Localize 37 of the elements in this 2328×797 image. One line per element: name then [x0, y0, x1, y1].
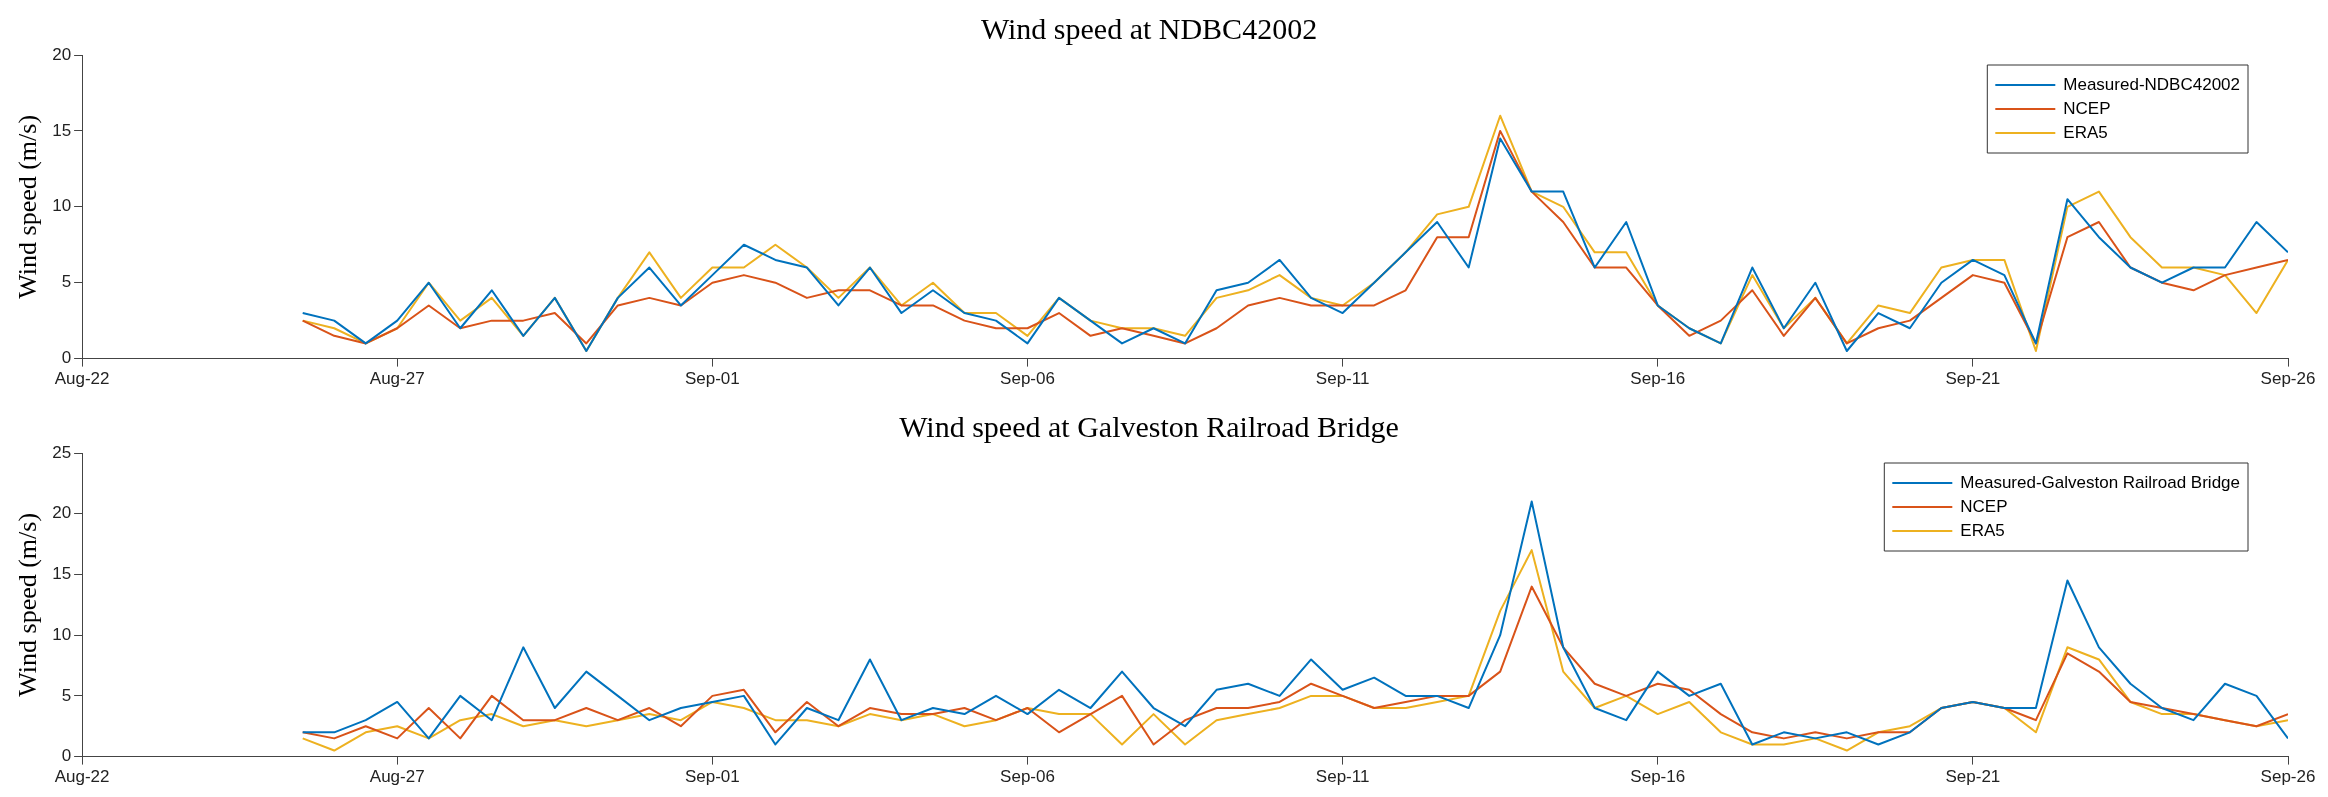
x-tick-label: Sep-16	[1630, 369, 1686, 389]
y-axis-title: Wind speed (m/s)	[13, 114, 43, 299]
x-tick-label: Sep-06	[1000, 369, 1055, 389]
x-tick-label: Sep-01	[684, 369, 740, 389]
x-tick-label: Aug-27	[369, 369, 425, 389]
legend-label: Measured-Galveston Railroad Bridge	[1960, 472, 2241, 492]
y-tick-label: 20	[52, 503, 72, 523]
y-tick-label: 15	[52, 120, 72, 140]
x-tick-label: Aug-27	[369, 767, 425, 787]
legend-label: Measured-NDBC42002	[2063, 74, 2240, 94]
y-tick-label: 15	[52, 564, 72, 584]
x-tick-label: Sep-01	[684, 767, 740, 787]
chart-title: Wind speed at Galveston Railroad Bridge	[899, 409, 1399, 443]
legend-label: ERA5	[1960, 520, 2005, 540]
x-tick-label: Sep-26	[2260, 369, 2316, 389]
y-tick-label: 10	[52, 196, 72, 216]
y-tick-label: 5	[61, 685, 72, 705]
x-tick-label: Sep-11	[1315, 369, 1370, 389]
x-tick-label: Aug-22	[54, 369, 110, 389]
x-tick-label: Sep-21	[1945, 767, 2001, 787]
y-tick-label: 20	[52, 44, 72, 64]
y-axis-title: Wind speed (m/s)	[13, 512, 43, 697]
y-tick-label: 0	[61, 348, 72, 368]
x-tick-label: Sep-16	[1630, 767, 1686, 787]
legend-label: NCEP	[2063, 98, 2111, 118]
y-tick-label: 25	[52, 442, 72, 462]
y-tick-label: 5	[61, 272, 72, 292]
x-tick-label: Sep-21	[1945, 369, 2001, 389]
y-tick-label: 10	[52, 624, 72, 644]
y-tick-label: 0	[61, 746, 72, 766]
legend-label: NCEP	[1960, 496, 2008, 516]
x-tick-label: Sep-06	[1000, 767, 1055, 787]
x-tick-label: Sep-11	[1315, 767, 1370, 787]
x-tick-label: Sep-26	[2260, 767, 2316, 787]
legend-label: ERA5	[2063, 122, 2108, 142]
chart-title: Wind speed at NDBC42002	[980, 11, 1318, 45]
x-tick-label: Aug-22	[54, 767, 110, 787]
